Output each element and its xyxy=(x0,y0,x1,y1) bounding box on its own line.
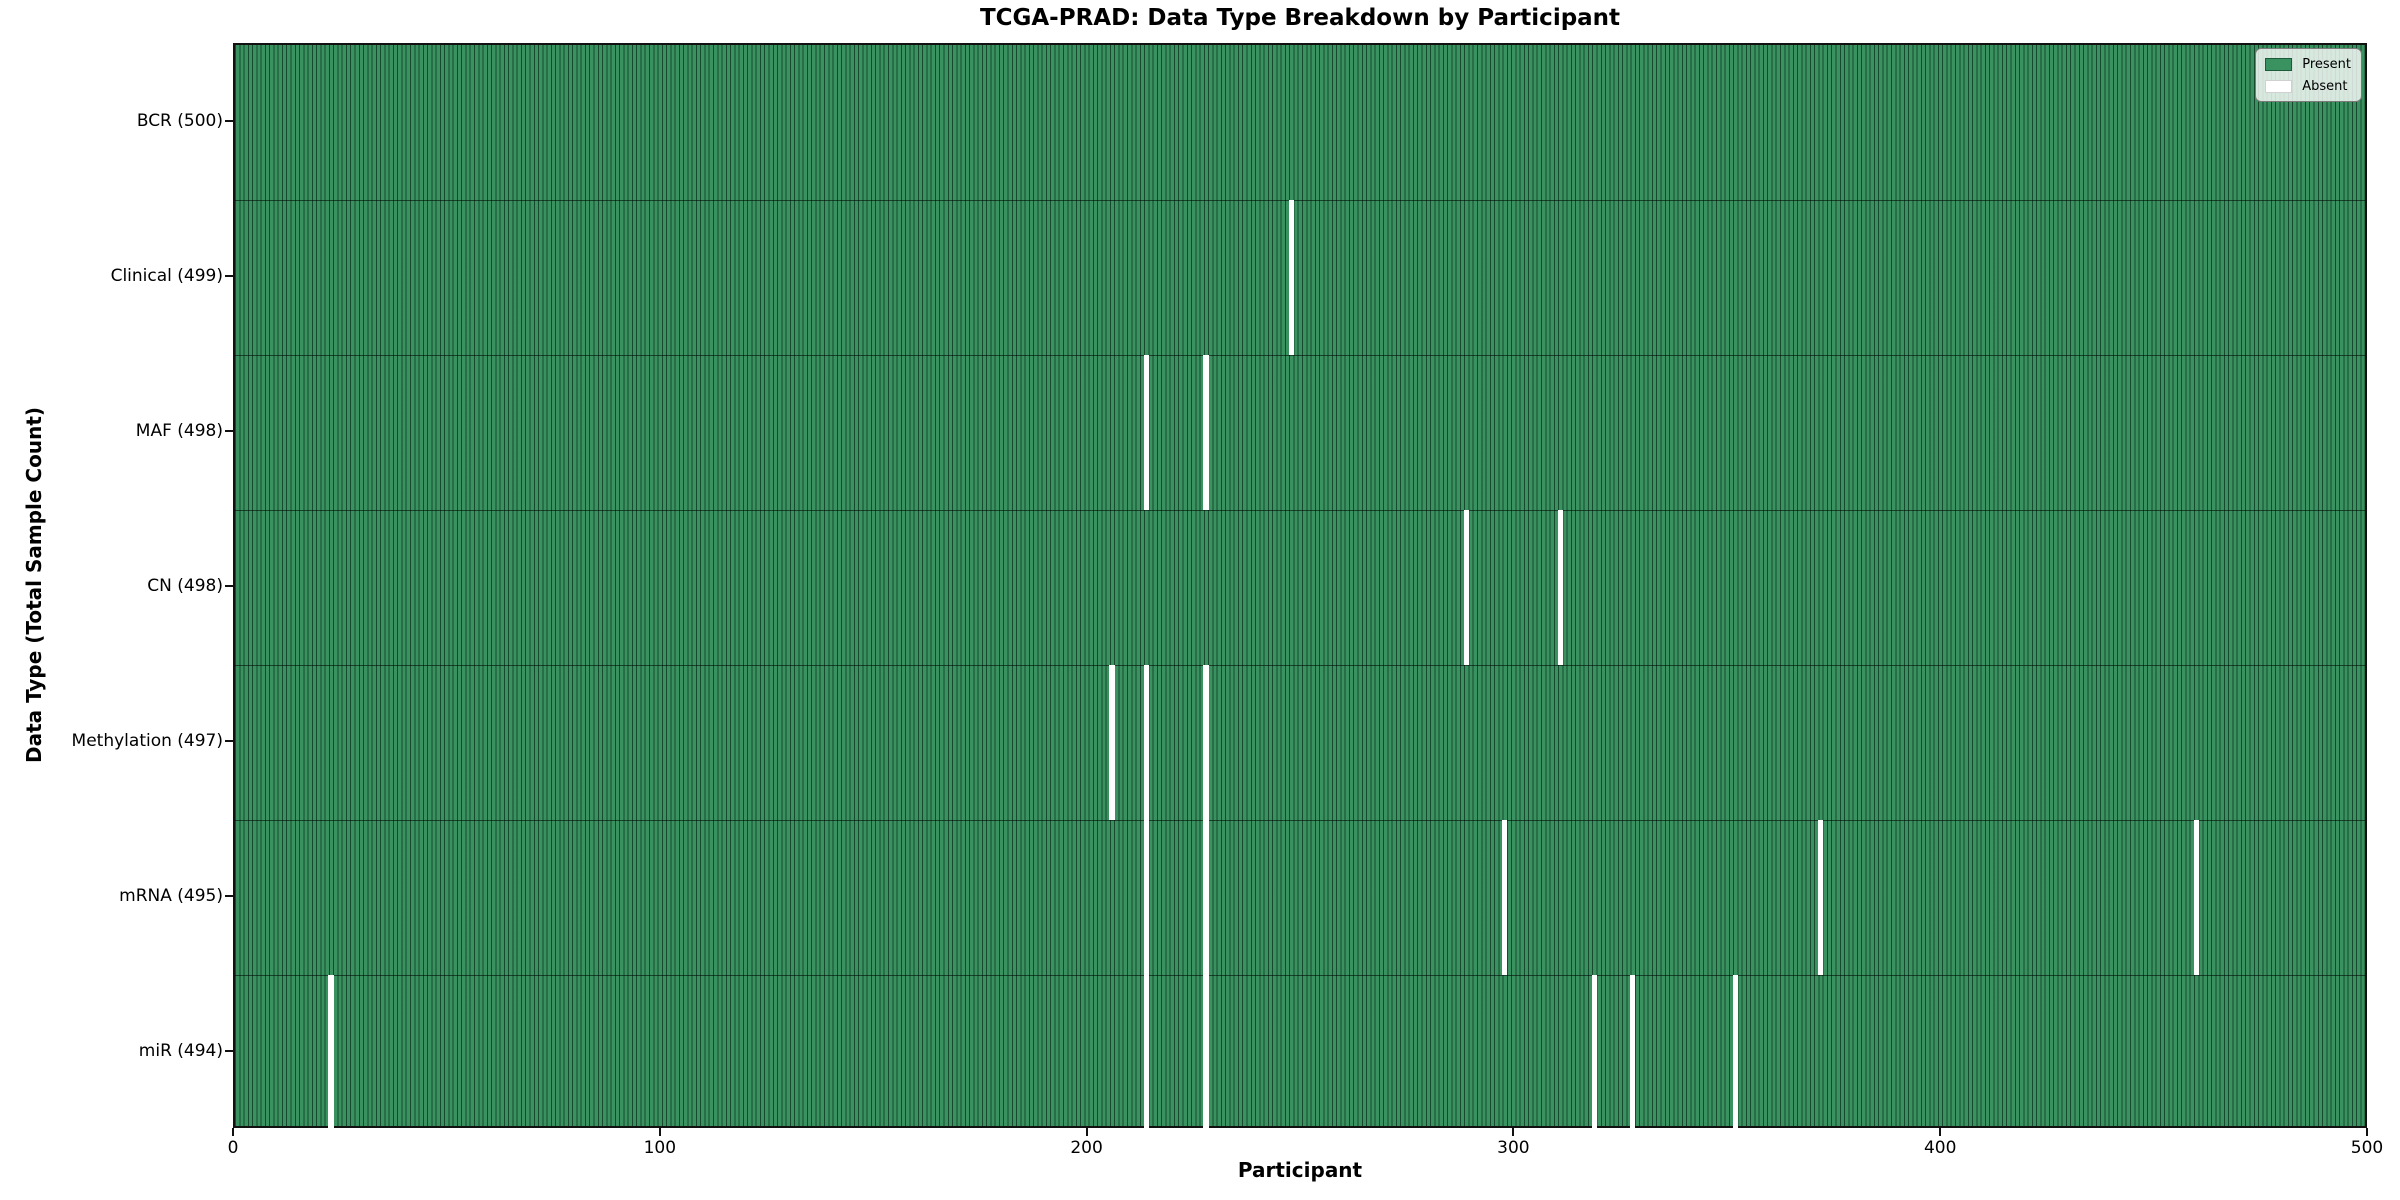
y-tick-label-miR: miR (494) xyxy=(138,1040,223,1061)
absent-cell-MAF-227 xyxy=(1203,355,1209,510)
row-divider xyxy=(235,200,2365,201)
y-tick-mark xyxy=(225,1049,233,1052)
x-tick-label-300: 300 xyxy=(1497,1138,1530,1158)
x-tick-mark xyxy=(1085,1128,1088,1136)
absent-cell-mRNA-213 xyxy=(1143,820,1149,975)
absent-cell-miR-227 xyxy=(1203,975,1209,1130)
x-tick-mark xyxy=(1939,1128,1942,1136)
row-divider xyxy=(235,975,2365,976)
legend-label-absent: Absent xyxy=(2302,78,2348,94)
legend-swatch-present xyxy=(2265,57,2293,71)
legend-item-absent: Absent xyxy=(2265,77,2351,95)
x-tick-label-200: 200 xyxy=(1070,1138,1103,1158)
absent-cell-Methylation-213 xyxy=(1143,665,1149,820)
absent-cell-mRNA-371 xyxy=(1817,820,1824,975)
y-tick-mark xyxy=(225,429,233,432)
x-tick-mark xyxy=(2366,1128,2368,1136)
x-tick-mark xyxy=(232,1128,234,1136)
absent-cell-mRNA-459 xyxy=(2193,820,2199,975)
row-divider xyxy=(235,355,2365,356)
y-tick-label-Methylation: Methylation (497) xyxy=(71,730,223,751)
chart-title: TCGA-PRAD: Data Type Breakdown by Partic… xyxy=(979,5,1621,31)
y-tick-label-mRNA: mRNA (495) xyxy=(119,885,223,906)
x-axis-label: Participant xyxy=(1237,1158,1363,1182)
absent-cell-Methylation-227 xyxy=(1203,665,1209,820)
y-tick-label-Clinical: Clinical (499) xyxy=(110,265,223,286)
absent-cell-MAF-213 xyxy=(1143,355,1149,510)
absent-cell-Clinical-247 xyxy=(1288,200,1294,355)
absent-cell-miR-22 xyxy=(328,975,334,1130)
legend-item-present: Present xyxy=(2265,55,2351,73)
y-tick-label-MAF: MAF (498) xyxy=(135,420,223,441)
absent-cell-miR-351 xyxy=(1732,975,1738,1130)
y-tick-label-BCR: BCR (500) xyxy=(136,110,223,131)
plot-area: Present Absent xyxy=(233,43,2367,1130)
absent-cell-miR-318 xyxy=(1591,975,1597,1130)
row-divider xyxy=(235,820,2365,821)
y-axis-label: Data Type (Total Sample Count) xyxy=(22,406,46,764)
x-tick-label-100: 100 xyxy=(643,1138,677,1158)
absent-cell-miR-327 xyxy=(1630,975,1636,1130)
absent-cell-Methylation-205 xyxy=(1109,665,1115,820)
absent-cell-CN-310 xyxy=(1557,510,1563,665)
absent-cell-miR-213 xyxy=(1143,975,1149,1130)
x-tick-label-500: 500 xyxy=(2350,1138,2384,1158)
absent-cell-mRNA-227 xyxy=(1203,820,1209,975)
legend: Present Absent xyxy=(2255,48,2362,102)
x-tick-label-0: 0 xyxy=(227,1138,239,1158)
legend-swatch-absent xyxy=(2265,79,2293,93)
y-tick-mark xyxy=(225,739,233,742)
x-tick-mark xyxy=(658,1128,661,1136)
y-tick-mark xyxy=(225,274,233,277)
y-tick-label-CN: CN (498) xyxy=(147,575,223,596)
y-tick-mark xyxy=(225,119,233,122)
absent-cell-CN-288 xyxy=(1463,510,1469,665)
row-divider xyxy=(235,665,2365,666)
row-divider xyxy=(235,510,2365,511)
x-tick-mark xyxy=(1512,1128,1515,1136)
x-tick-label-400: 400 xyxy=(1923,1138,1957,1158)
absent-cell-mRNA-297 xyxy=(1502,820,1508,975)
y-tick-mark xyxy=(225,584,233,587)
legend-label-present: Present xyxy=(2302,56,2351,72)
y-tick-mark xyxy=(225,894,233,897)
